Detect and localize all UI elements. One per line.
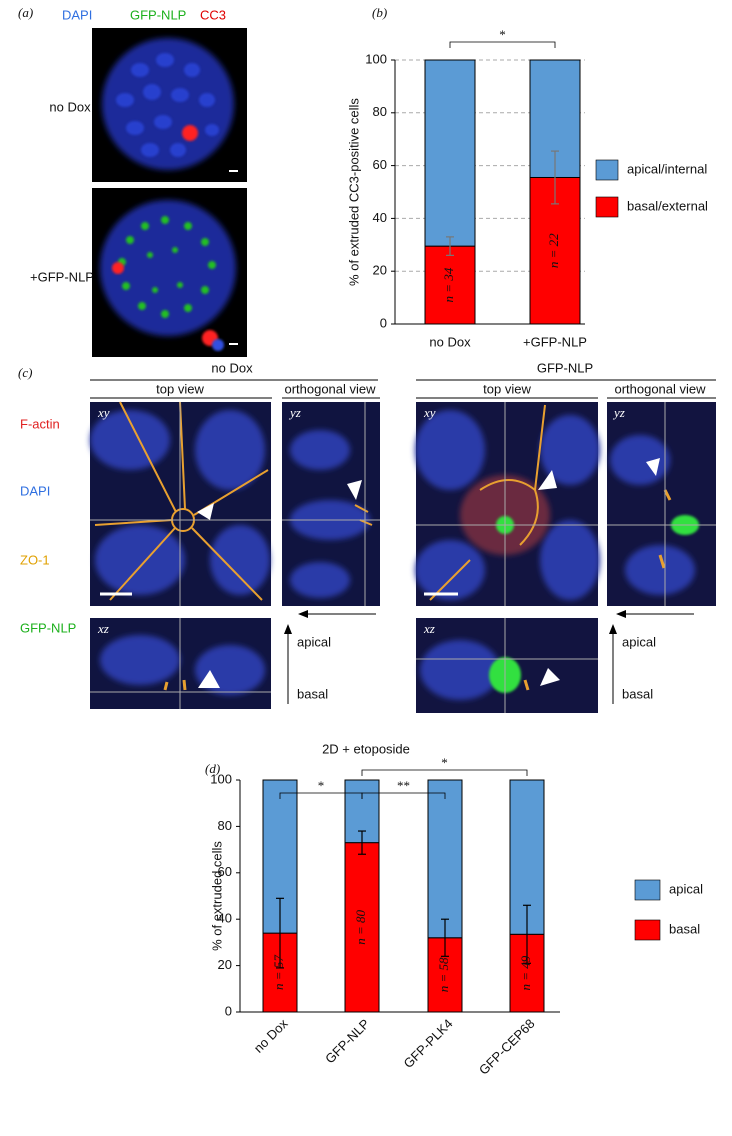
bar-label: n = 49 bbox=[518, 955, 533, 990]
error-bar bbox=[358, 830, 366, 855]
plane-label: xy bbox=[97, 405, 110, 420]
legend-swatch bbox=[595, 196, 619, 218]
y-tick-label: 0 bbox=[225, 1003, 232, 1018]
chart-title: 2D + etoposide bbox=[322, 741, 410, 756]
micrograph bbox=[92, 188, 247, 357]
orientation-arrows bbox=[609, 610, 694, 704]
y-tick-label: 20 bbox=[218, 957, 232, 972]
plane-label: xz bbox=[423, 621, 435, 636]
bar-segment bbox=[529, 59, 581, 178]
significance-bracket bbox=[361, 792, 446, 799]
significance-label: * bbox=[318, 778, 325, 793]
x-tick-label: GFP-CEP68 bbox=[476, 1016, 538, 1078]
y-axis-label: % of extruded cells bbox=[209, 841, 224, 951]
micrograph bbox=[92, 28, 247, 182]
orientation-arrows bbox=[284, 610, 376, 704]
channel-label: DAPI bbox=[62, 7, 92, 22]
bar-label: n = 58 bbox=[436, 957, 451, 992]
y-tick-label: 80 bbox=[373, 104, 387, 119]
bar-segment bbox=[424, 245, 476, 325]
panel-label: (b) bbox=[372, 5, 387, 20]
x-tick-label: no Dox bbox=[429, 334, 471, 349]
plane-label: xz bbox=[97, 621, 109, 636]
group-label: no Dox bbox=[211, 360, 253, 375]
group-no-dox: no Dox top view orthogonal view xy yz bbox=[90, 360, 380, 709]
legend-label: apical/internal bbox=[627, 161, 707, 176]
arrow-label: basal bbox=[297, 686, 328, 701]
y-tick-label: 100 bbox=[210, 771, 232, 786]
channel-label: F-actin bbox=[20, 416, 60, 431]
micrograph: xy bbox=[90, 401, 271, 606]
channel-label: ZO-1 bbox=[20, 552, 50, 567]
error-bar bbox=[523, 904, 531, 964]
bar-segment bbox=[424, 59, 476, 247]
view-label: top view bbox=[483, 381, 531, 396]
y-tick-label: 40 bbox=[373, 210, 387, 225]
plane-label: xy bbox=[423, 405, 436, 420]
significance-bracket bbox=[449, 41, 556, 48]
channel-label: GFP-NLP bbox=[130, 7, 186, 22]
view-label: orthogonal view bbox=[614, 381, 706, 396]
micrograph: yz bbox=[282, 402, 380, 606]
panel-label: (c) bbox=[18, 365, 32, 380]
legend-label: basal/external bbox=[627, 198, 708, 213]
plane-label: yz bbox=[288, 405, 301, 420]
micrograph: yz bbox=[607, 402, 716, 606]
channel-label: CC3 bbox=[200, 7, 226, 22]
legend-swatch bbox=[634, 919, 661, 941]
group-gfp-nlp: GFP-NLP top view orthogonal view xy yz bbox=[415, 360, 716, 713]
bar-label: n = 80 bbox=[353, 909, 368, 944]
error-bar bbox=[276, 897, 284, 969]
arrow-label: apical bbox=[622, 634, 656, 649]
y-tick-label: 100 bbox=[365, 51, 387, 66]
error-bar bbox=[551, 150, 559, 205]
channel-label: GFP-NLP bbox=[20, 620, 76, 635]
x-tick-label: GFP-NLP bbox=[322, 1016, 372, 1066]
view-label: orthogonal view bbox=[284, 381, 376, 396]
bar-segment bbox=[427, 779, 463, 939]
plane-label: yz bbox=[612, 405, 625, 420]
y-tick-label: 20 bbox=[373, 263, 387, 278]
view-label: top view bbox=[156, 381, 204, 396]
y-tick-label: 60 bbox=[218, 864, 232, 879]
legend-swatch bbox=[634, 879, 661, 901]
group-label: GFP-NLP bbox=[537, 360, 593, 375]
x-tick-label: no Dox bbox=[251, 1016, 291, 1056]
error-bar bbox=[446, 236, 454, 256]
channel-label: DAPI bbox=[20, 483, 50, 498]
bar-label: n = 22 bbox=[546, 233, 561, 268]
legend-label: apical bbox=[669, 881, 703, 896]
micrograph: xz bbox=[90, 618, 271, 709]
significance-label: * bbox=[499, 27, 506, 42]
micrograph: xz bbox=[416, 618, 598, 713]
row-label: +GFP-NLP bbox=[30, 269, 94, 284]
legend-swatch bbox=[595, 159, 619, 181]
arrow-label: basal bbox=[622, 686, 653, 701]
y-tick-label: 0 bbox=[380, 315, 387, 330]
x-tick-label: +GFP-NLP bbox=[523, 334, 587, 349]
row-label: no Dox bbox=[49, 99, 91, 114]
panel-label: (d) bbox=[205, 761, 220, 776]
y-tick-label: 60 bbox=[373, 157, 387, 172]
micrograph: xy bbox=[415, 402, 600, 606]
legend-label: basal bbox=[669, 921, 700, 936]
significance-bracket bbox=[361, 769, 528, 776]
panel-label: (a) bbox=[18, 5, 33, 20]
error-bar bbox=[441, 918, 449, 957]
bar-label: n = 34 bbox=[441, 267, 456, 302]
significance-label: * bbox=[441, 755, 448, 770]
bar-label: n = 57 bbox=[271, 955, 286, 990]
y-tick-label: 80 bbox=[218, 818, 232, 833]
y-axis-label: % of extruded CC3-positive cells bbox=[346, 98, 361, 286]
x-tick-label: GFP-PLK4 bbox=[400, 1016, 455, 1071]
significance-label: ** bbox=[397, 778, 410, 793]
y-tick-label: 40 bbox=[218, 911, 232, 926]
arrow-label: apical bbox=[297, 634, 331, 649]
